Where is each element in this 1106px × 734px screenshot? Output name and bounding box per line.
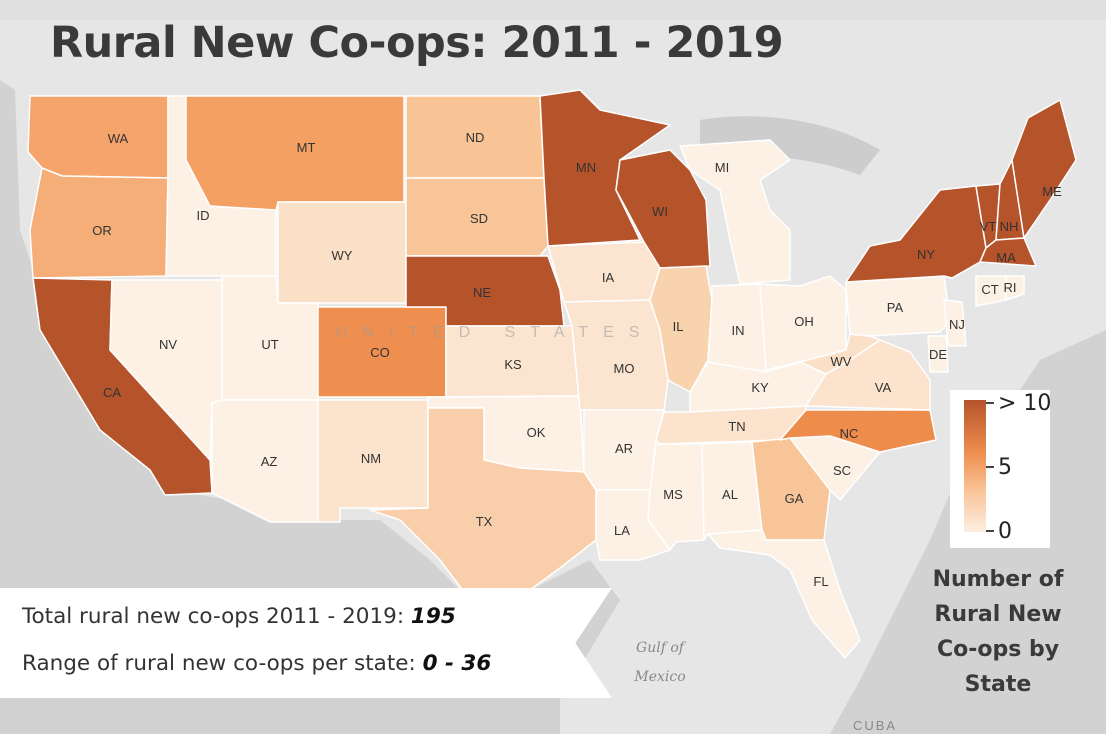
state-sd[interactable]: [405, 177, 549, 257]
state-pa[interactable]: [845, 275, 951, 337]
state-label-nj: NJ: [949, 317, 965, 332]
state-label-wy: WY: [332, 248, 353, 263]
state-label-oh: OH: [794, 314, 814, 329]
legend-tick-max: [986, 402, 994, 404]
state-label-fl: FL: [813, 574, 828, 589]
state-label-ma: MA: [996, 250, 1016, 265]
state-label-vt: VT: [980, 219, 997, 234]
state-label-nm: NM: [361, 451, 381, 466]
legend-max-label: > 10: [998, 391, 1052, 416]
state-label-sd: SD: [470, 211, 488, 226]
state-label-co: CO: [370, 345, 390, 360]
state-label-il: IL: [673, 319, 684, 334]
state-label-pa: PA: [887, 300, 904, 315]
state-label-ne: NE: [473, 285, 491, 300]
state-tx[interactable]: [369, 407, 597, 601]
state-label-nc: NC: [840, 426, 859, 441]
state-label-tn: TN: [728, 419, 745, 434]
state-label-tx: TX: [476, 514, 493, 529]
state-label-wa: WA: [108, 131, 129, 146]
state-label-ct: CT: [981, 282, 998, 297]
total-stat-label: Total rural new co-ops 2011 - 2019:: [22, 604, 405, 629]
state-label-nd: ND: [466, 130, 485, 145]
legend-min-label: 0: [998, 519, 1012, 544]
state-nc[interactable]: [779, 409, 937, 453]
state-label-in: IN: [732, 323, 745, 338]
state-label-wv: WV: [831, 354, 852, 369]
state-label-ar: AR: [615, 441, 633, 456]
state-label-nv: NV: [159, 337, 177, 352]
state-mt[interactable]: [185, 95, 405, 211]
summary-box: Total rural new co-ops 2011 - 2019: 195 …: [0, 588, 612, 698]
state-label-mi: MI: [715, 160, 729, 175]
range-stat-label: Range of rural new co-ops per state:: [22, 651, 416, 676]
state-label-ca: CA: [103, 385, 121, 400]
cuba-label: CUBA: [853, 718, 897, 733]
state-fl[interactable]: [707, 529, 861, 659]
state-label-ri: RI: [1004, 280, 1017, 295]
state-label-ga: GA: [785, 491, 804, 506]
country-label: UNITED STATES: [336, 324, 655, 341]
state-nj[interactable]: [943, 299, 967, 347]
state-mi[interactable]: [679, 139, 791, 285]
legend-title-line: Rural New: [934, 602, 1062, 627]
state-label-az: AZ: [261, 454, 278, 469]
state-label-or: OR: [92, 223, 112, 238]
total-stat-value: 195: [410, 604, 456, 629]
state-label-mo: MO: [614, 361, 635, 376]
state-label-mt: MT: [297, 140, 316, 155]
state-label-ky: KY: [751, 380, 769, 395]
gulf-label-line1: Gulf of: [636, 640, 687, 656]
state-label-ia: IA: [602, 270, 615, 285]
state-oh[interactable]: [759, 275, 847, 371]
state-label-la: LA: [614, 523, 630, 538]
state-label-ut: UT: [261, 337, 278, 352]
state-labels: WA OR CA ID NV MT WY UT AZ CO NM ND SD N…: [92, 130, 1062, 589]
total-stat-line: Total rural new co-ops 2011 - 2019: 195: [22, 604, 456, 629]
range-stat-line: Range of rural new co-ops per state: 0 -…: [22, 651, 491, 676]
state-wi[interactable]: [615, 149, 711, 269]
state-ma[interactable]: [979, 237, 1037, 267]
legend-tick-mid: [986, 466, 994, 468]
legend-title-line: Co-ops by: [936, 637, 1060, 662]
state-label-va: VA: [875, 380, 892, 395]
gulf-label-line2: Mexico: [633, 669, 685, 685]
legend-color-ramp: [964, 400, 986, 532]
state-label-ms: MS: [663, 487, 683, 502]
map-title: Rural New Co-ops: 2011 - 2019: [50, 18, 784, 68]
state-label-mn: MN: [576, 160, 596, 175]
legend-title-line: Number of: [932, 567, 1064, 592]
state-label-al: AL: [722, 487, 738, 502]
state-label-ny: NY: [917, 247, 935, 262]
range-stat-value: 0 - 36: [422, 651, 492, 676]
state-label-sc: SC: [833, 463, 851, 478]
top-land-strip: [0, 0, 1106, 20]
legend: > 10 5 0: [950, 390, 1052, 548]
legend-title: Number of Rural New Co-ops by State: [918, 562, 1078, 702]
state-wv[interactable]: [799, 333, 881, 375]
state-label-ok: OK: [527, 425, 546, 440]
state-de[interactable]: [927, 335, 949, 373]
state-label-ks: KS: [504, 357, 522, 372]
state-label-nh: NH: [1000, 219, 1019, 234]
legend-title-line: State: [964, 672, 1032, 697]
state-label-id: ID: [197, 208, 210, 223]
state-label-wi: WI: [652, 204, 668, 219]
state-wa[interactable]: [27, 95, 169, 179]
state-label-de: DE: [929, 347, 947, 362]
state-mo[interactable]: [563, 299, 669, 411]
legend-mid-label: 5: [998, 455, 1012, 480]
state-label-me: ME: [1042, 184, 1062, 199]
great-lakes: [700, 116, 880, 175]
legend-tick-min: [986, 530, 994, 532]
states-layer: [27, 89, 1077, 659]
state-ri[interactable]: [1005, 275, 1025, 301]
